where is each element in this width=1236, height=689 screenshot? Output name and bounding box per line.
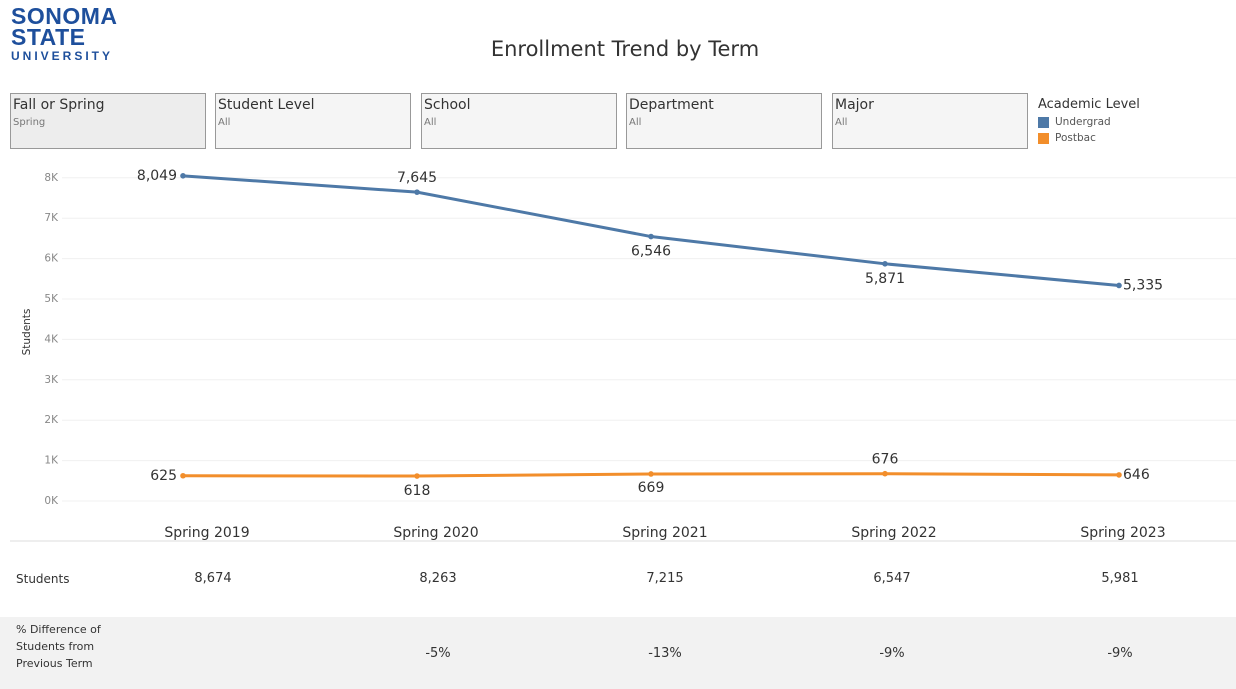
x-tick-label: Spring 2021 [622,525,707,541]
legend-items: Undergrad Postbac [1038,116,1140,144]
data-point [414,473,420,479]
x-tick-label: Spring 2019 [164,525,249,541]
legend-swatch [1038,116,1049,128]
filter-dropdown[interactable]: Department All [626,93,822,149]
filter-value: All [218,117,231,128]
row-label: Students [16,572,70,586]
data-label: 5,335 [1123,277,1163,293]
table-cell: 8,263 [419,571,457,586]
data-point [648,471,654,477]
data-point [1116,282,1122,289]
legend-item: Undergrad [1038,116,1140,128]
filter-label: Department [629,97,714,113]
filter-label: Major [835,97,874,113]
table-cell: 8,674 [194,571,232,586]
filter-label: Student Level [218,97,315,113]
data-label: 6,546 [631,244,671,260]
data-point [414,189,420,195]
legend: Academic Level Undergrad Postbac [1038,97,1140,144]
y-tick-label: 5K [44,293,59,305]
row-label: % Difference of Students from Previous T… [16,623,101,670]
table-cell: -9% [879,646,905,661]
y-axis-label: Students [21,309,33,356]
data-label: 669 [638,480,665,496]
table-row-bg [0,617,1236,689]
legend-title: Academic Level [1038,97,1140,112]
data-point [648,233,654,240]
chart-title: Enrollment Trend by Term [491,37,759,61]
data-label: 625 [150,468,177,484]
table-cell: -5% [425,646,451,661]
data-label: 646 [1123,467,1150,483]
data-label: 5,871 [865,271,905,287]
x-tick-label: Spring 2023 [1080,525,1165,541]
filter-value: All [835,117,848,128]
data-point [882,470,888,477]
filter-dropdown[interactable]: Major All [832,93,1028,149]
logo: SONOMA STATE UNIVERSITY [11,3,118,64]
legend-item: Postbac [1038,132,1140,144]
data-point [1116,472,1122,478]
logo-text: SONOMA [11,3,118,29]
y-tick-label: 1K [44,455,59,467]
legend-label: Undergrad [1055,116,1111,128]
x-tick-label: Spring 2022 [851,525,936,541]
data-label: 676 [872,452,899,468]
table-cell: 7,215 [646,571,684,586]
y-tick-label: 8K [44,172,59,184]
filter-value: All [424,117,437,128]
data-label: 618 [404,483,431,499]
filter-label: Fall or Spring [13,97,105,113]
data-point [882,261,888,267]
table-cell: 6,547 [873,571,911,586]
legend-label: Postbac [1055,132,1096,144]
data-point [180,472,186,479]
data-label: 7,645 [397,170,437,186]
logo-text: STATE [11,24,86,50]
x-tick-label: Spring 2020 [393,525,478,541]
y-tick-label: 0K [44,495,59,507]
table-cell: -9% [1107,646,1133,661]
data-point [180,173,186,179]
table-cell: -13% [648,646,682,661]
logo-text: UNIVERSITY [11,49,114,63]
y-tick-label: 4K [44,333,59,345]
y-tick-label: 6K [44,253,59,265]
table-cell: 5,981 [1101,571,1139,586]
filter-dropdown[interactable]: Student Level All [215,93,411,149]
y-tick-label: 2K [44,414,59,426]
filter-value: Spring [13,117,46,128]
data-label: 8,049 [137,168,177,184]
filter-dropdown[interactable]: Fall or Spring Spring [10,93,206,149]
y-tick-label: 7K [44,212,59,224]
y-tick-label: 3K [44,374,59,386]
filter-dropdown[interactable]: School All [421,93,617,149]
legend-swatch [1038,132,1049,144]
filter-label: School [424,97,471,113]
filter-value: All [629,117,642,128]
series-line [182,174,1120,287]
